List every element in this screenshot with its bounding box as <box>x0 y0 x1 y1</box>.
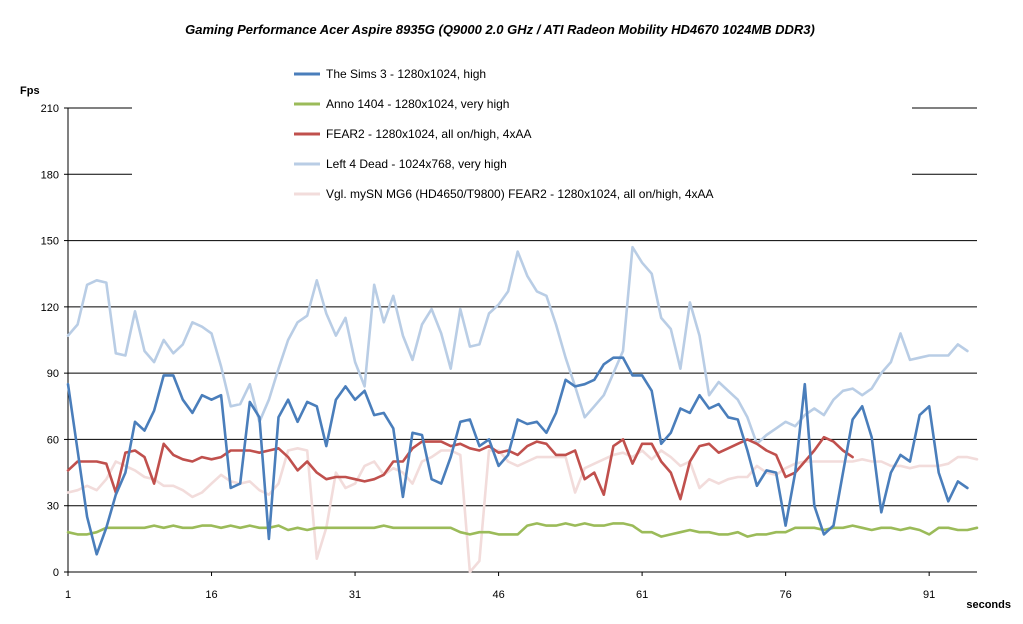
legend-label-2: Anno 1404 - 1280x1024, very high <box>326 97 509 111</box>
series-line-5 <box>66 446 979 574</box>
y-tick-label-180: 180 <box>41 169 59 181</box>
series-line-1 <box>66 356 969 556</box>
x-tick-label-31: 31 <box>349 589 361 601</box>
series-line-2 <box>66 522 979 538</box>
x-tick-label-16: 16 <box>205 589 217 601</box>
y-tick-label-150: 150 <box>41 236 59 248</box>
y-tick-label-30: 30 <box>47 501 59 513</box>
x-tick-label-76: 76 <box>780 589 792 601</box>
y-tick-label-210: 210 <box>41 103 59 115</box>
legend-label-3: FEAR2 - 1280x1024, all on/high, 4xAA <box>326 127 531 141</box>
legend-label-5: Vgl. mySN MG6 (HD4650/T9800) FEAR2 - 128… <box>326 187 714 201</box>
legend-label-4: Left 4 Dead - 1024x768, very high <box>326 157 507 171</box>
x-tick-labels: 1 16 31 46 61 76 91 <box>65 589 935 601</box>
y-tick-label-120: 120 <box>41 302 59 314</box>
legend-label-1: The Sims 3 - 1280x1024, high <box>326 67 486 81</box>
x-axis-label: seconds <box>966 599 1011 611</box>
y-tick-label-60: 60 <box>47 434 59 446</box>
legend-box <box>132 57 912 209</box>
legend: The Sims 3 - 1280x1024, high Anno 1404 - … <box>132 57 912 209</box>
series-lines <box>66 245 979 574</box>
series-line-4 <box>66 245 969 446</box>
x-tick-label-61: 61 <box>636 589 648 601</box>
axes <box>64 107 977 576</box>
chart-title: Gaming Performance Acer Aspire 8935G (Q9… <box>185 22 815 37</box>
y-tick-label-90: 90 <box>47 368 59 380</box>
y-tick-label-0: 0 <box>53 567 59 579</box>
series-line-3 <box>66 435 854 501</box>
x-tick-label-1: 1 <box>65 589 71 601</box>
y-tick-labels: 0 30 60 90 120 150 180 210 <box>41 103 59 579</box>
y-axis-label: Fps <box>20 85 40 97</box>
x-tick-label-91: 91 <box>923 589 935 601</box>
x-tick-label-46: 46 <box>492 589 504 601</box>
